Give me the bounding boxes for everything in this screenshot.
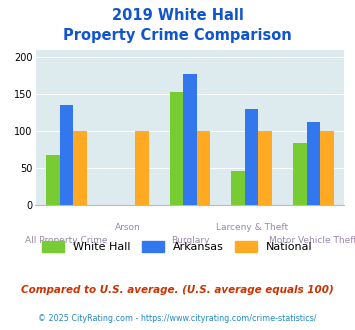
Bar — [183, 74, 197, 205]
Bar — [46, 155, 60, 205]
Text: Burglary: Burglary — [171, 236, 209, 245]
Text: Arson: Arson — [115, 223, 141, 232]
Bar — [320, 131, 334, 205]
Bar — [245, 109, 258, 205]
Bar — [231, 171, 245, 205]
Text: Compared to U.S. average. (U.S. average equals 100): Compared to U.S. average. (U.S. average … — [21, 285, 334, 295]
Bar — [307, 122, 320, 205]
Bar — [258, 131, 272, 205]
Text: 2019 White Hall: 2019 White Hall — [111, 8, 244, 23]
Legend: White Hall, Arkansas, National: White Hall, Arkansas, National — [38, 237, 317, 256]
Text: Larceny & Theft: Larceny & Theft — [215, 223, 288, 232]
Bar — [197, 131, 210, 205]
Bar — [293, 143, 307, 205]
Bar — [135, 131, 148, 205]
Text: Motor Vehicle Theft: Motor Vehicle Theft — [269, 236, 355, 245]
Text: All Property Crime: All Property Crime — [25, 236, 108, 245]
Bar — [73, 131, 87, 205]
Text: Property Crime Comparison: Property Crime Comparison — [63, 28, 292, 43]
Text: © 2025 CityRating.com - https://www.cityrating.com/crime-statistics/: © 2025 CityRating.com - https://www.city… — [38, 314, 317, 323]
Bar — [170, 92, 183, 205]
Bar — [60, 105, 73, 205]
